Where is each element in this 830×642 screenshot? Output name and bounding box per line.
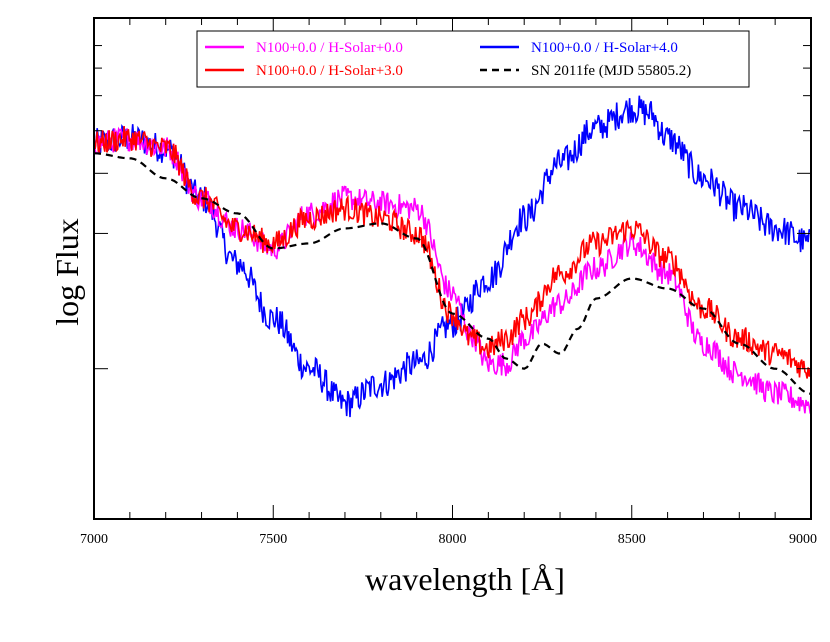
series-line-1 — [93, 95, 812, 418]
plot-frame — [93, 17, 812, 520]
legend-label-0: N100+0.0 / H-Solar+0.0 — [256, 40, 403, 56]
x-axis-title: wavelength [Å] — [365, 561, 565, 597]
series-line-0 — [93, 126, 812, 414]
legend-label-2: N100+0.0 / H-Solar+3.0 — [256, 63, 403, 79]
legend-label-1: N100+0.0 / H-Solar+4.0 — [531, 40, 678, 56]
x-tick-label-1: 7500 — [259, 532, 287, 547]
x-tick-label-0: 7000 — [80, 532, 108, 547]
legend: N100+0.0 / H-Solar+0.0 N100+0.0 / H-Sola… — [196, 30, 750, 88]
y-axis-title: log Flux — [49, 218, 85, 326]
x-tick-label-2: 8000 — [439, 532, 467, 547]
legend-box — [196, 30, 750, 88]
legend-label-3: SN 2011fe (MJD 55805.2) — [531, 63, 691, 79]
series-layer — [93, 95, 812, 418]
x-tick-label-3: 8500 — [618, 532, 646, 547]
series-line-2 — [93, 125, 812, 379]
x-tick-label-4: 9000 — [789, 532, 817, 547]
series-line-3 — [94, 152, 812, 395]
tick-layer: 7000 7500 8000 8500 9000 — [80, 18, 817, 547]
